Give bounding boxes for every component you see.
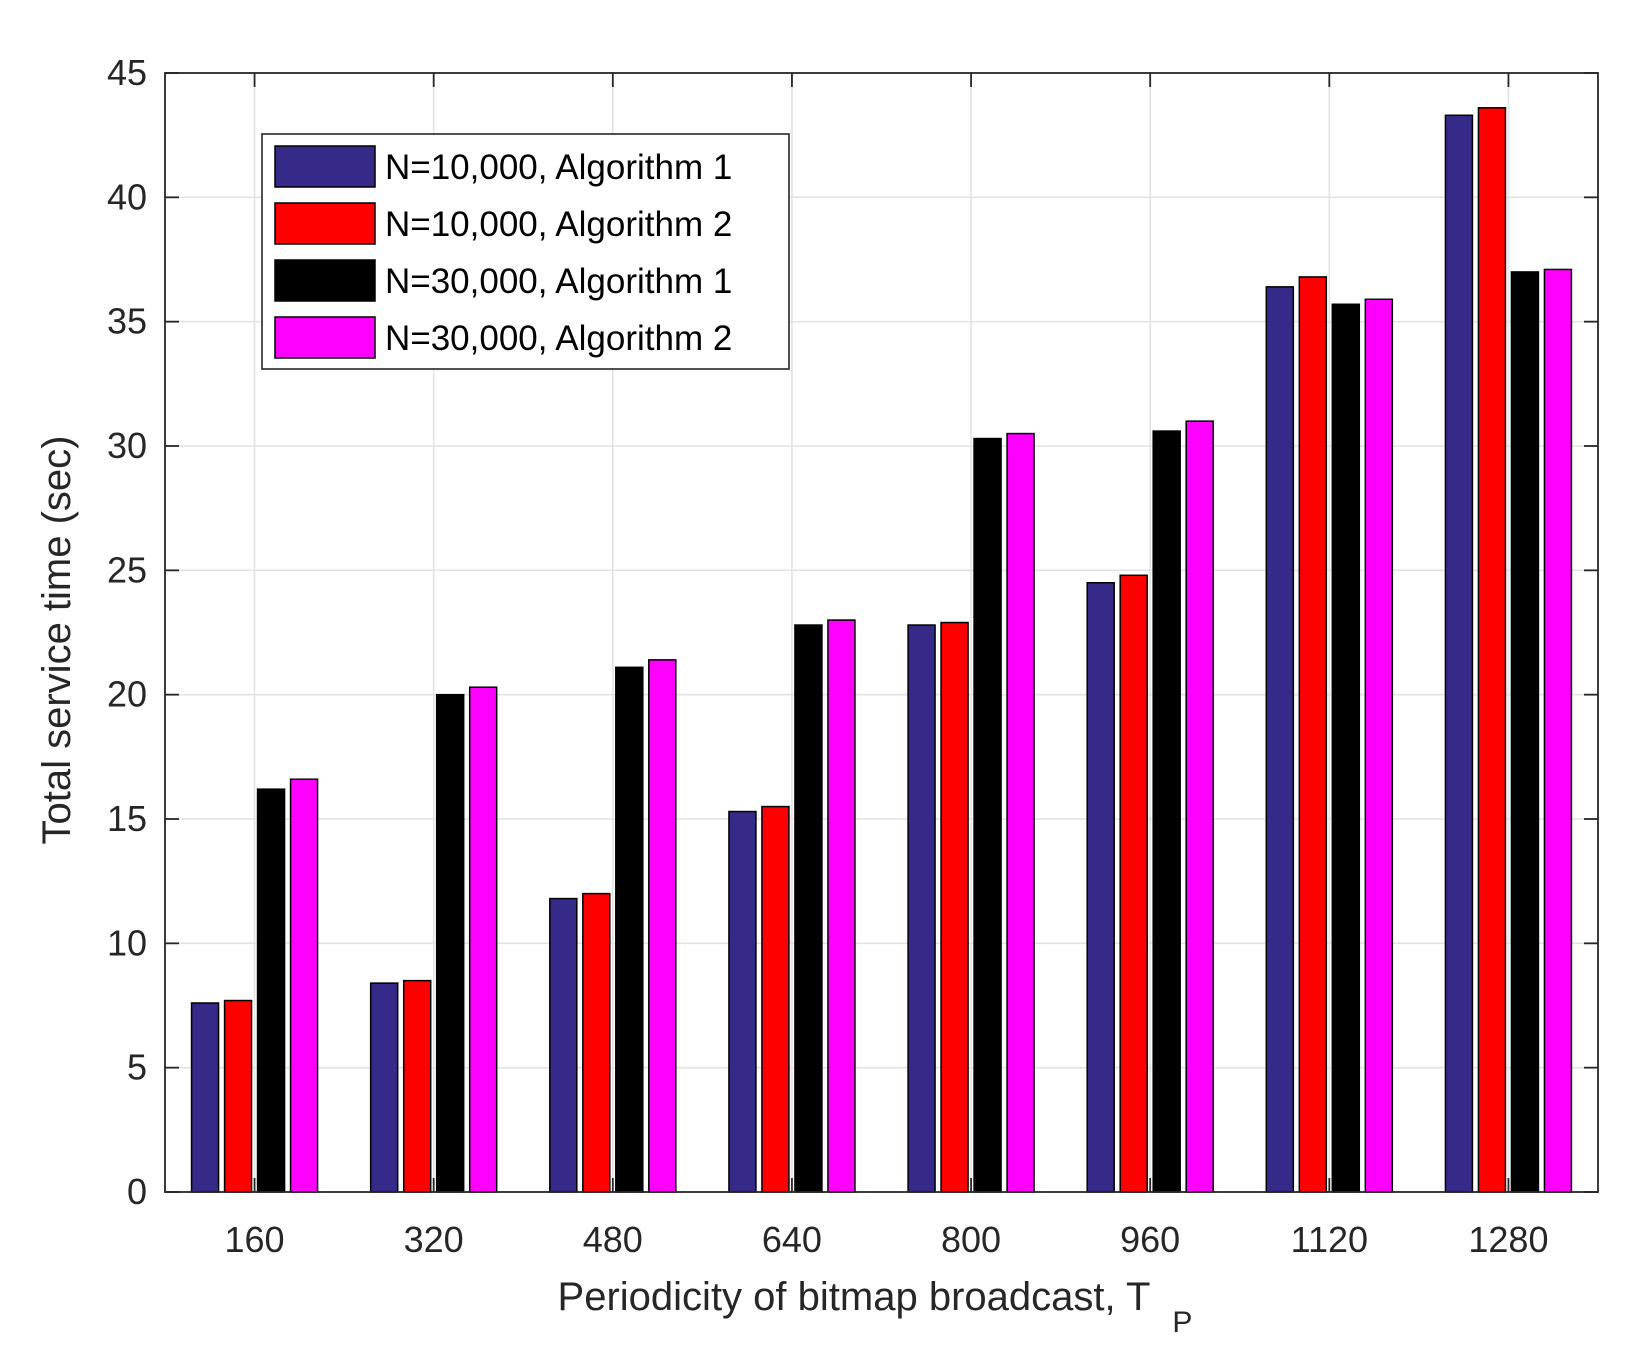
bar-1120-series-4 — [1364, 298, 1394, 1193]
y-axis-title: Total service time (sec) — [35, 436, 79, 845]
x-axis-title-subscript: P — [1172, 1306, 1192, 1339]
bar-1280-series-2 — [1477, 107, 1507, 1193]
y-tick-label: 5 — [127, 1047, 147, 1088]
legend-label-3: N=30,000, Algorithm 1 — [385, 262, 732, 301]
bar-1280-series-3 — [1510, 271, 1540, 1193]
x-tick-label: 1280 — [1468, 1219, 1548, 1260]
bars — [190, 107, 1573, 1193]
x-axis-title-main: Periodicity of bitmap broadcast, T — [558, 1275, 1151, 1319]
bar-160-series-2 — [223, 999, 253, 1193]
x-axis-title: Periodicity of bitmap broadcast, T P — [558, 1275, 1193, 1339]
x-tick-label: 160 — [225, 1219, 285, 1260]
legend-swatch-3 — [274, 259, 376, 302]
y-tick-labels: 0 5 10 15 20 25 30 35 40 45 — [107, 52, 147, 1212]
legend-label-1: N=10,000, Algorithm 1 — [385, 148, 732, 187]
legend-swatch-2 — [274, 202, 376, 245]
x-tick-label: 640 — [762, 1219, 822, 1260]
legend: N=10,000, Algorithm 1 N=10,000, Algorithm… — [261, 133, 790, 370]
x-tick-label: 480 — [583, 1219, 643, 1260]
axes — [164, 72, 1599, 1193]
legend-label-2: N=10,000, Algorithm 2 — [385, 205, 732, 244]
x-tick-labels: 160 320 480 640 800 960 1120 1280 — [225, 1219, 1549, 1260]
bar-800-series-4 — [1006, 432, 1035, 1193]
y-tick-label: 0 — [127, 1171, 147, 1212]
bar-480-series-3 — [615, 666, 644, 1193]
bar-960-series-3 — [1152, 430, 1181, 1193]
bar-1280-series-4 — [1543, 268, 1573, 1193]
bar-1280-series-1 — [1444, 114, 1474, 1193]
bar-640-series-2 — [761, 805, 790, 1193]
bar-320-series-1 — [369, 982, 399, 1193]
x-tick-label: 1120 — [1291, 1219, 1368, 1260]
bar-960-series-4 — [1185, 420, 1214, 1193]
bar-480-series-2 — [582, 892, 611, 1193]
x-tick-label: 960 — [1120, 1219, 1180, 1260]
x-tick-label: 800 — [941, 1219, 1001, 1260]
bar-800-series-1 — [907, 624, 936, 1193]
y-tick-label: 40 — [107, 176, 147, 217]
bar-800-series-3 — [973, 437, 1002, 1193]
bar-800-series-2 — [940, 621, 969, 1193]
bar-480-series-4 — [648, 659, 677, 1193]
y-tick-label: 20 — [107, 674, 147, 715]
x-tick-label: 320 — [404, 1219, 464, 1260]
y-tick-label: 35 — [107, 301, 147, 342]
y-tick-label: 15 — [107, 798, 147, 839]
bar-640-series-4 — [827, 619, 856, 1193]
bar-1120-series-2 — [1298, 276, 1328, 1193]
legend-label-4: N=30,000, Algorithm 2 — [385, 319, 732, 358]
bar-320-series-2 — [402, 979, 432, 1193]
bar-160-series-3 — [256, 788, 286, 1193]
bar-160-series-1 — [190, 1002, 220, 1193]
bar-960-series-2 — [1119, 574, 1148, 1193]
bar-1120-series-1 — [1265, 286, 1295, 1193]
y-tick-label: 25 — [107, 549, 147, 590]
y-tick-label: 45 — [107, 52, 147, 93]
bar-320-series-4 — [468, 686, 498, 1193]
bar-640-series-1 — [728, 810, 757, 1193]
legend-swatch-1 — [274, 145, 376, 188]
bar-480-series-1 — [549, 897, 578, 1193]
y-tick-label: 30 — [107, 425, 147, 466]
bar-960-series-1 — [1086, 582, 1115, 1193]
bar-1120-series-3 — [1331, 303, 1361, 1193]
axes-box — [164, 72, 1599, 1193]
bar-320-series-3 — [435, 693, 465, 1193]
bar-160-series-4 — [289, 778, 319, 1193]
y-tick-label: 10 — [107, 922, 147, 963]
bar-640-series-3 — [794, 624, 823, 1193]
legend-swatch-4 — [274, 316, 376, 359]
